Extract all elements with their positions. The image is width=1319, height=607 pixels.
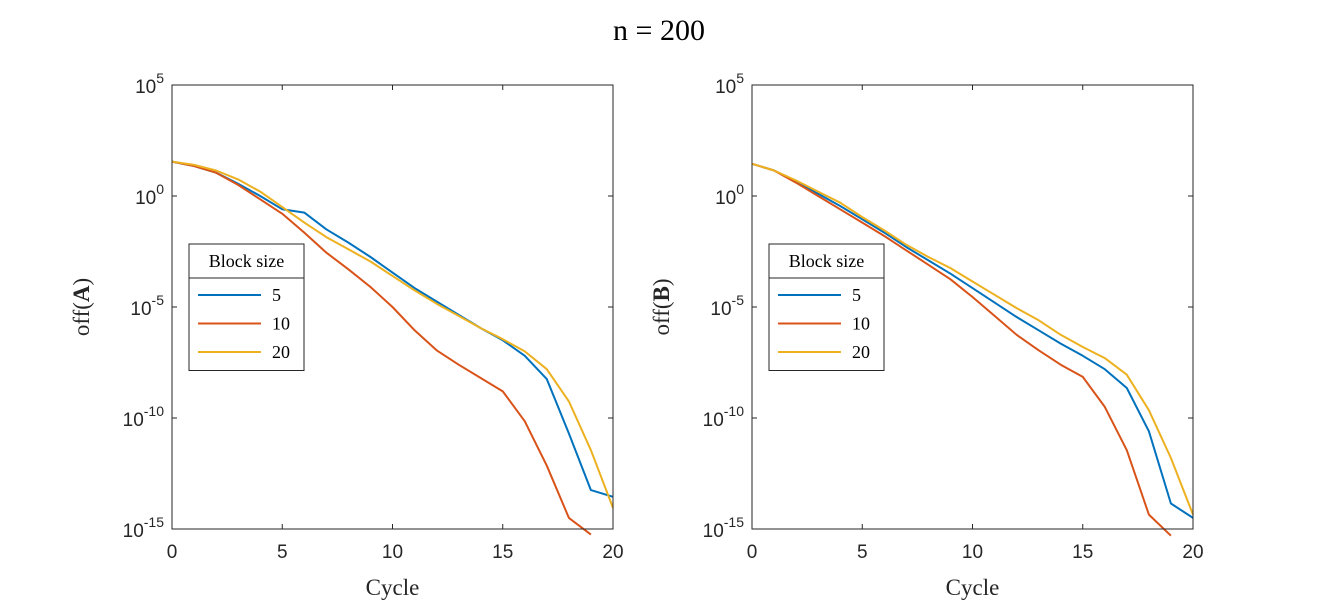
x-tick-label-b-0: 0 [747,542,758,563]
y-tick-label-a-0: 105 [135,70,164,98]
legend-label-b-20: 20 [852,342,870,362]
legend-box-b [768,243,885,371]
y-tick-label-b-2: 10-5 [710,292,744,320]
y-label-prefix-b: off( [649,301,674,335]
legend-title-a: Block size [209,251,284,271]
y-label-bold-b: B [649,286,674,301]
legend-label-b-10: 10 [852,314,870,334]
series-line-a-5 [171,160,614,498]
y-label-suffix-a: ) [69,278,94,286]
y-tick-label-a-1: 100 [135,181,164,209]
series-line-b-10 [751,162,1172,537]
legend-title-b: Block size [789,251,864,271]
y-tick-label-b-4: 10-15 [703,514,745,542]
legend-label-b-5: 5 [852,285,861,305]
legend-label-a-10: 10 [272,314,290,334]
x-tick-label-b-1: 5 [857,542,868,563]
y-tick-label-a-3: 10-10 [123,403,165,431]
x-tick-label-a-1: 5 [277,542,288,563]
y-label-prefix-a: off( [69,302,94,336]
y-tick-label-b-0: 105 [715,70,744,98]
series-line-a-10 [171,160,592,536]
y-axis-label-a: off(A) [69,278,94,336]
series-layer-a [171,160,614,536]
y-tick-label-a-4: 10-15 [123,514,165,542]
x-tick-label-b-3: 15 [1072,542,1093,563]
y-label-bold-a: A [69,285,94,302]
figure-title: n = 200 [613,14,705,47]
x-tick-label-a-2: 10 [382,542,403,563]
series-line-b-20 [751,162,1194,515]
series-layer-b [751,162,1194,537]
legend-b: Block size 5 10 20 [768,243,885,371]
x-axis-label-a: Cycle [366,575,420,600]
legend-a: Block size 5 10 20 [188,243,305,371]
x-axis-label-b: Cycle [946,575,1000,600]
legend-label-a-5: 5 [272,285,281,305]
y-tick-label-b-1: 100 [715,181,744,209]
series-line-a-20 [171,160,614,509]
x-tick-label-b-2: 10 [962,542,983,563]
y-axis-label-b: off(B) [649,278,674,335]
y-tick-label-a-2: 10-5 [130,292,164,320]
x-tick-label-a-3: 15 [492,542,513,563]
x-tick-label-b-4: 20 [1182,542,1203,563]
series-line-b-5 [751,162,1194,519]
legend-box-a [188,243,305,371]
y-tick-label-b-3: 10-10 [703,403,745,431]
x-tick-label-a-4: 20 [602,542,623,563]
x-tick-label-a-0: 0 [167,542,178,563]
legend-label-a-20: 20 [272,342,290,362]
y-label-suffix-b: ) [649,278,674,286]
